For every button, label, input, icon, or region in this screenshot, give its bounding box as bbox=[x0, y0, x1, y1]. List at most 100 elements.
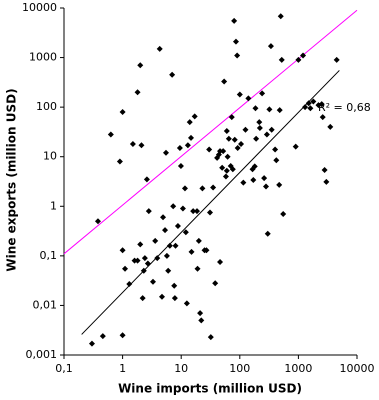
x-axis-title: Wine imports (million USD) bbox=[118, 382, 302, 396]
point bbox=[193, 208, 200, 215]
point bbox=[263, 131, 270, 138]
point bbox=[139, 295, 146, 302]
point bbox=[179, 205, 186, 212]
point bbox=[223, 167, 230, 174]
point bbox=[152, 237, 159, 244]
y-tick-label: 1 bbox=[50, 199, 57, 212]
point bbox=[234, 52, 241, 59]
point bbox=[307, 105, 314, 112]
point bbox=[188, 134, 195, 141]
x-tick-label: 10 bbox=[174, 362, 188, 375]
point bbox=[183, 300, 190, 307]
point bbox=[141, 255, 148, 262]
point bbox=[292, 143, 299, 150]
point bbox=[263, 183, 270, 190]
point bbox=[231, 136, 238, 143]
point bbox=[188, 248, 195, 255]
point bbox=[273, 157, 280, 164]
point bbox=[134, 89, 141, 96]
point bbox=[236, 91, 243, 98]
point bbox=[266, 106, 273, 113]
point bbox=[171, 282, 178, 289]
point bbox=[231, 17, 238, 24]
trend-line bbox=[81, 70, 340, 335]
point bbox=[277, 13, 284, 20]
point bbox=[160, 214, 167, 221]
point bbox=[134, 257, 141, 264]
point bbox=[280, 210, 287, 217]
point bbox=[119, 332, 126, 339]
y-axis-title: Wine exports (million USD) bbox=[5, 88, 19, 271]
point bbox=[184, 142, 191, 149]
point bbox=[162, 149, 169, 156]
point bbox=[240, 179, 247, 186]
y-tick-label: 10 bbox=[43, 150, 57, 163]
point bbox=[177, 162, 184, 169]
point bbox=[305, 100, 312, 107]
y-tick-label: 10000 bbox=[22, 1, 57, 14]
point bbox=[252, 105, 259, 112]
point bbox=[319, 114, 326, 121]
point bbox=[156, 45, 163, 52]
point bbox=[302, 104, 309, 111]
point bbox=[264, 230, 271, 237]
point bbox=[172, 242, 179, 249]
point bbox=[228, 114, 235, 121]
point bbox=[199, 185, 206, 192]
point bbox=[242, 126, 249, 133]
point bbox=[181, 185, 188, 192]
point bbox=[276, 107, 283, 114]
y-tick-label: 0,001 bbox=[26, 348, 58, 361]
point bbox=[170, 203, 177, 210]
point bbox=[245, 95, 252, 102]
x-tick-label: 10000 bbox=[340, 362, 375, 375]
point bbox=[163, 252, 170, 259]
point bbox=[256, 119, 263, 126]
point bbox=[194, 265, 201, 272]
point bbox=[295, 56, 302, 63]
point bbox=[267, 43, 274, 50]
trend-line bbox=[63, 9, 358, 255]
point bbox=[143, 176, 150, 183]
point bbox=[232, 38, 239, 45]
point bbox=[219, 164, 226, 171]
point bbox=[207, 334, 214, 341]
point bbox=[126, 281, 133, 288]
point bbox=[221, 78, 228, 85]
point bbox=[323, 178, 330, 185]
point bbox=[251, 163, 258, 170]
point bbox=[99, 333, 106, 340]
point bbox=[137, 62, 144, 69]
point bbox=[119, 247, 126, 254]
x-tick-label: 0,1 bbox=[55, 362, 73, 375]
point bbox=[250, 176, 257, 183]
point bbox=[119, 108, 126, 115]
point bbox=[238, 141, 245, 148]
point bbox=[88, 340, 95, 347]
point bbox=[195, 237, 202, 244]
point bbox=[198, 317, 205, 324]
point bbox=[212, 280, 219, 287]
point bbox=[191, 113, 198, 120]
point bbox=[94, 218, 101, 225]
point bbox=[300, 52, 307, 59]
y-tick-label: 1000 bbox=[29, 51, 57, 64]
point bbox=[129, 141, 136, 148]
point bbox=[138, 142, 145, 149]
point bbox=[186, 119, 193, 126]
point bbox=[206, 209, 213, 216]
point bbox=[107, 131, 114, 138]
point bbox=[171, 295, 178, 302]
point bbox=[116, 158, 123, 165]
y-tick-label: 0,1 bbox=[40, 249, 58, 262]
point bbox=[154, 255, 161, 262]
point bbox=[253, 135, 260, 142]
point bbox=[229, 166, 236, 173]
point bbox=[223, 128, 230, 135]
y-tick-label: 100 bbox=[36, 100, 57, 113]
point bbox=[169, 71, 176, 78]
point bbox=[268, 126, 275, 133]
point bbox=[318, 101, 325, 108]
point bbox=[261, 175, 268, 182]
